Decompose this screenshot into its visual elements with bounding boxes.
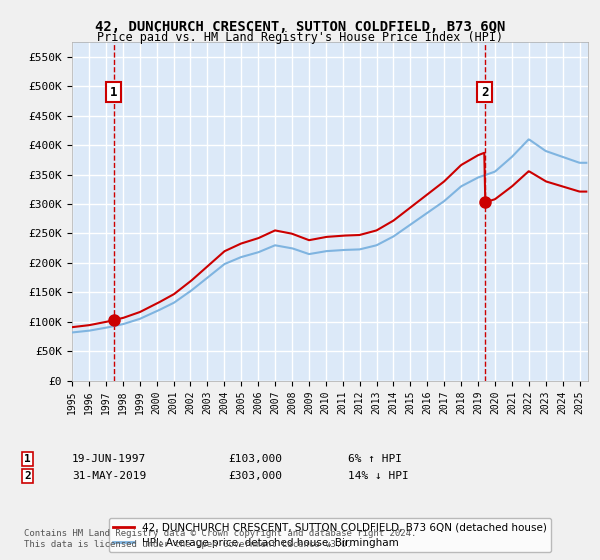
Legend: 42, DUNCHURCH CRESCENT, SUTTON COLDFIELD, B73 6QN (detached house), HPI: Average: 42, DUNCHURCH CRESCENT, SUTTON COLDFIELD… (109, 518, 551, 552)
Text: 6% ↑ HPI: 6% ↑ HPI (348, 454, 402, 464)
Text: £303,000: £303,000 (228, 471, 282, 481)
Text: Price paid vs. HM Land Registry's House Price Index (HPI): Price paid vs. HM Land Registry's House … (97, 31, 503, 44)
Text: £103,000: £103,000 (228, 454, 282, 464)
Text: 1: 1 (110, 86, 118, 99)
Text: Contains HM Land Registry data © Crown copyright and database right 2024.
This d: Contains HM Land Registry data © Crown c… (24, 529, 416, 549)
Text: 2: 2 (481, 86, 489, 99)
Text: 2: 2 (24, 471, 31, 481)
Text: 14% ↓ HPI: 14% ↓ HPI (348, 471, 409, 481)
Text: 31-MAY-2019: 31-MAY-2019 (72, 471, 146, 481)
Text: 42, DUNCHURCH CRESCENT, SUTTON COLDFIELD, B73 6QN: 42, DUNCHURCH CRESCENT, SUTTON COLDFIELD… (95, 20, 505, 34)
Text: 1: 1 (24, 454, 31, 464)
Text: 19-JUN-1997: 19-JUN-1997 (72, 454, 146, 464)
